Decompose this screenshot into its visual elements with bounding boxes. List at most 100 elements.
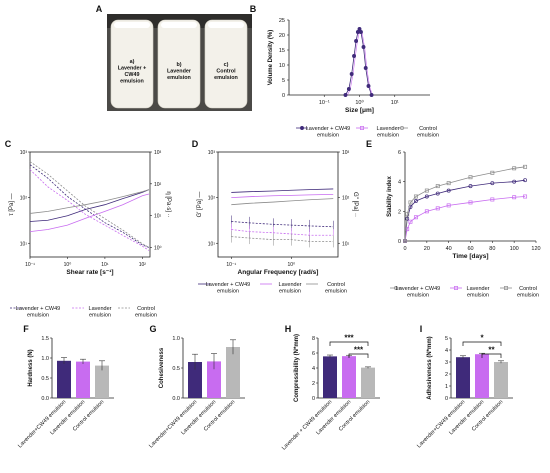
e-legend-marker [454, 286, 458, 290]
b-y-tick-label: 20 [279, 33, 285, 39]
d-y-tick-label: 10² [208, 196, 216, 202]
panel-letter-i: I [420, 324, 423, 334]
c-x-tick-label: 10⁻¹ [25, 262, 35, 268]
c-legend-label: Lavender + CW49 [16, 306, 60, 312]
d-y-right-tick-label: 10² [342, 196, 350, 202]
i-bar [494, 362, 508, 398]
f-bar [95, 365, 109, 398]
c-y-right-tick-label: 10³ [154, 150, 162, 156]
e-x-tick-label: 60 [467, 246, 473, 252]
c-x-tick-label: 10⁰ [64, 262, 72, 268]
b-y-tick-label: 10 [279, 63, 285, 69]
d-loss-modulus-line [231, 236, 334, 242]
b-legend-label: Control [419, 126, 437, 132]
i-significance-bracket [481, 353, 502, 358]
h-bar [361, 367, 375, 398]
c-viscosity-line [29, 169, 150, 251]
e-data-point [468, 184, 473, 189]
f-y-tick-label: 1.0 [41, 356, 49, 362]
d-legend-label: emulsion [279, 289, 301, 295]
bottle-label-a: emulsion [120, 79, 144, 85]
b-y-axis-label: Volume Density (%) [268, 30, 274, 86]
d-y-right-tick-label: 10¹ [342, 241, 350, 247]
g-y-axis-label: Cohesiveness [159, 347, 165, 388]
d-y-right-axis-label: G'' [Pa] ·· [352, 192, 358, 217]
e-data-point [512, 166, 517, 171]
d-y-tick-label: 10³ [208, 150, 216, 156]
g-y-tick-label: 0.0 [172, 396, 180, 402]
e-series-line [404, 196, 526, 242]
g-bar [188, 362, 202, 398]
i-significance-label: ** [488, 346, 495, 355]
e-data-point [512, 195, 517, 200]
d-legend-label: emulsion [325, 289, 347, 295]
e-data-point [424, 194, 429, 199]
e-data-point [446, 203, 451, 208]
b-data-point [366, 84, 371, 88]
b-y-tick-label: 0 [282, 93, 285, 99]
g-bar [207, 361, 221, 398]
e-legend-label: Lavender + CW49 [396, 286, 440, 292]
c-y-tick-label: 10³ [20, 150, 28, 156]
c-legend-label: emulsion [89, 313, 111, 319]
e-data-point [408, 200, 413, 205]
f-y-axis-label: Hardness (N) [28, 349, 34, 386]
e-data-point [424, 188, 429, 193]
bottle-label-a: Lavender + [118, 66, 147, 72]
e-legend-label: emulsion [517, 293, 539, 299]
e-data-point [435, 191, 440, 196]
panel-letter-e: E [366, 139, 372, 149]
e-data-point [523, 164, 528, 169]
panel-letter-b: B [250, 4, 257, 14]
b-x-tick-label: 10¹ [391, 100, 399, 106]
d-y-tick-label: 10¹ [208, 241, 216, 247]
f-bar [76, 361, 90, 398]
d-legend-label: emulsion [217, 289, 239, 295]
d-legend-label: Lavender [279, 282, 302, 288]
h-significance-bracket [329, 341, 369, 346]
c-plot-frame [29, 151, 151, 258]
b-y-tick-label: 15 [279, 48, 285, 54]
i-y-axis-label: Adhesiveness (N*mm) [427, 336, 433, 399]
e-data-point [435, 206, 440, 211]
b-data-point [357, 27, 362, 31]
d-storage-modulus-line [231, 193, 334, 199]
e-x-tick-label: 0 [403, 246, 406, 252]
i-y-tick-label: 5 [445, 336, 448, 342]
e-series-line [404, 179, 526, 242]
c-x-tick-label: 10² [139, 262, 147, 268]
bottle-b [157, 19, 201, 109]
d-legend-label: Lavender + CW49 [206, 282, 250, 288]
e-x-tick-label: 100 [510, 246, 519, 252]
g-x-tick-label: Lavender emulsion [180, 399, 217, 436]
panel-letter-c: C [5, 139, 12, 149]
h-x-tick-label: Lavender emulsion [315, 399, 352, 436]
c-x-tick-label: 10¹ [101, 262, 109, 268]
b-y-tick-label: 5 [282, 78, 285, 84]
b-data-point [346, 87, 351, 91]
e-data-point [403, 239, 407, 243]
bottle-c [204, 19, 248, 109]
b-x-axis-label: Size [μm] [345, 107, 374, 114]
bottle-label-c: c) [224, 62, 229, 68]
bottle-cap-highlight [161, 22, 197, 28]
b-legend-label: Lavender + CW49 [306, 126, 350, 132]
i-y-tick-label: 3 [445, 360, 448, 366]
c-stress-line [29, 193, 150, 233]
h-y-tick-label: 2 [312, 381, 315, 387]
e-data-point [490, 197, 495, 202]
b-data-point [354, 39, 359, 43]
g-bar [226, 347, 240, 398]
i-y-tick-label: 1 [445, 384, 448, 390]
e-y-tick-label: 6 [398, 150, 401, 156]
e-data-point [523, 178, 528, 183]
e-data-point [523, 194, 528, 199]
i-x-tick-label: Lavender emulsion [448, 399, 485, 436]
b-legend-marker [400, 126, 404, 130]
c-y-right-axis-label: η [Pa·s] ·· [165, 191, 171, 217]
b-data-point [361, 45, 366, 49]
e-x-tick-label: 40 [446, 246, 452, 252]
h-y-tick-label: 6 [312, 351, 315, 357]
bottle-label-a: CW49 [125, 72, 140, 78]
